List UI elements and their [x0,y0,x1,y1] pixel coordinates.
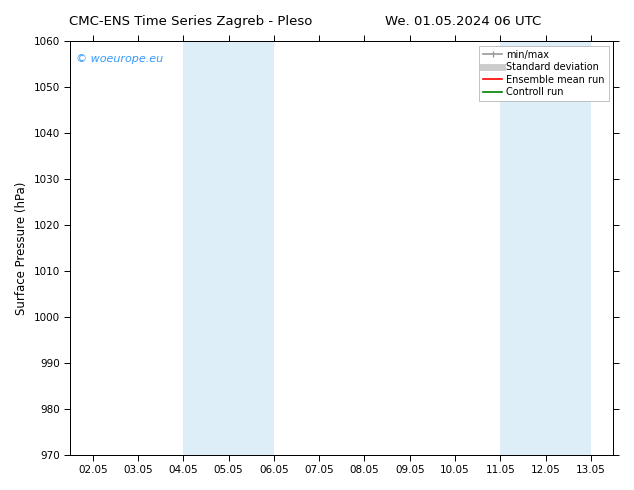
Text: © woeurope.eu: © woeurope.eu [75,53,163,64]
Text: CMC-ENS Time Series Zagreb - Pleso: CMC-ENS Time Series Zagreb - Pleso [68,15,312,28]
Y-axis label: Surface Pressure (hPa): Surface Pressure (hPa) [15,181,28,315]
Bar [183,41,274,455]
Bar [500,41,591,455]
Legend: min/max, Standard deviation, Ensemble mean run, Controll run: min/max, Standard deviation, Ensemble me… [479,46,609,101]
Text: We. 01.05.2024 06 UTC: We. 01.05.2024 06 UTC [385,15,541,28]
